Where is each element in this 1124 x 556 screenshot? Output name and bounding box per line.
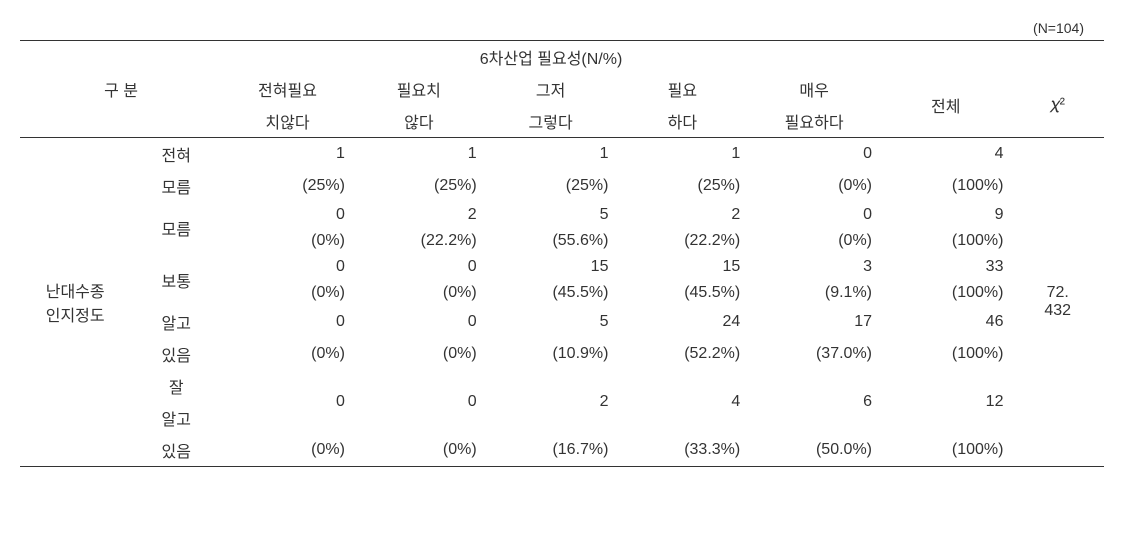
cell: (33.3%) [616, 434, 748, 467]
cell: 46 [880, 306, 1011, 338]
cell: 9 [880, 202, 1011, 228]
header-col4b: 하다 [616, 105, 748, 138]
cell: (45.5%) [485, 280, 617, 306]
cell: 0 [748, 138, 880, 171]
chi-value-a: 72. [1019, 284, 1096, 302]
cell: 4 [880, 138, 1011, 171]
cell: (0%) [353, 280, 485, 306]
row1-label-a: 전혀 [130, 138, 222, 171]
cell: 1 [353, 138, 485, 171]
cell: (50.0%) [748, 434, 880, 467]
cell: 24 [616, 306, 748, 338]
cell: (0%) [222, 280, 353, 306]
header-chi: 𝜒² [1011, 73, 1104, 138]
cell: (25%) [222, 170, 353, 202]
cell: 5 [485, 306, 617, 338]
row4-label-a: 알고 [130, 306, 222, 338]
crosstab-table: 구 분 6차산업 필요성(N/%) 전혀필요 필요치 그저 필요 매우 전체 𝜒… [20, 40, 1104, 467]
cell: (55.6%) [485, 228, 617, 254]
header-col3a: 그저 [485, 73, 617, 105]
cell: 12 [880, 370, 1011, 434]
header-col5b: 필요하다 [748, 105, 880, 138]
chi-value-b: 432 [1019, 302, 1096, 320]
cell: 2 [353, 202, 485, 228]
header-col2b: 않다 [353, 105, 485, 138]
row5-label-c: 있음 [130, 434, 222, 467]
cell: (16.7%) [485, 434, 617, 467]
header-col5a: 매우 [748, 73, 880, 105]
cell: (22.2%) [353, 228, 485, 254]
cell: 15 [485, 254, 617, 280]
row3-label-a: 보통 [130, 254, 222, 306]
cell: (25%) [485, 170, 617, 202]
cell: 0 [353, 306, 485, 338]
cell: (0%) [748, 170, 880, 202]
cell: (22.2%) [616, 228, 748, 254]
cell: (9.1%) [748, 280, 880, 306]
cell: 0 [222, 254, 353, 280]
cell: (10.9%) [485, 338, 617, 370]
cell: 2 [616, 202, 748, 228]
header-col4a: 필요 [616, 73, 748, 105]
cell: (25%) [616, 170, 748, 202]
cell: (0%) [353, 338, 485, 370]
cell: (52.2%) [616, 338, 748, 370]
cell: 3 [748, 254, 880, 280]
cell: 0 [222, 306, 353, 338]
cell: 0 [748, 202, 880, 228]
header-category: 구 분 [20, 41, 222, 138]
cell: (0%) [222, 228, 353, 254]
row4-label-b: 있음 [130, 338, 222, 370]
cell: 6 [748, 370, 880, 434]
cell: (100%) [880, 338, 1011, 370]
header-col2a: 필요치 [353, 73, 485, 105]
cell: (37.0%) [748, 338, 880, 370]
cell: 17 [748, 306, 880, 338]
cell: 0 [222, 370, 353, 434]
cell: 1 [616, 138, 748, 171]
header-col1b: 치않다 [222, 105, 353, 138]
cell: 4 [616, 370, 748, 434]
row1-label-b: 모름 [130, 170, 222, 202]
cell: (0%) [353, 434, 485, 467]
cell: (0%) [748, 228, 880, 254]
row5-label-b: 알고 [130, 402, 222, 434]
cell: 2 [485, 370, 617, 434]
cell: (0%) [222, 338, 353, 370]
header-col1a: 전혀필요 [222, 73, 353, 105]
cell: 0 [353, 254, 485, 280]
cell: 0 [222, 202, 353, 228]
cell: (100%) [880, 280, 1011, 306]
cell: 0 [353, 370, 485, 434]
cell: 1 [222, 138, 353, 171]
header-total: 전체 [880, 73, 1011, 138]
cell: (45.5%) [616, 280, 748, 306]
cell: 1 [485, 138, 617, 171]
header-group-title: 6차산업 필요성(N/%) [222, 41, 880, 74]
row-category-b: 인지정도 [28, 302, 122, 326]
cell: 33 [880, 254, 1011, 280]
row-category-a: 난대수종 [28, 278, 122, 302]
cell: 5 [485, 202, 617, 228]
cell: (25%) [353, 170, 485, 202]
row2-label-a: 모름 [130, 202, 222, 254]
cell: (100%) [880, 434, 1011, 467]
cell: (100%) [880, 228, 1011, 254]
header-col3b: 그렇다 [485, 105, 617, 138]
cell: (0%) [222, 434, 353, 467]
cell: 15 [616, 254, 748, 280]
sample-size-label: (N=104) [20, 20, 1104, 36]
row5-label-a: 잘 [130, 370, 222, 402]
cell: (100%) [880, 170, 1011, 202]
